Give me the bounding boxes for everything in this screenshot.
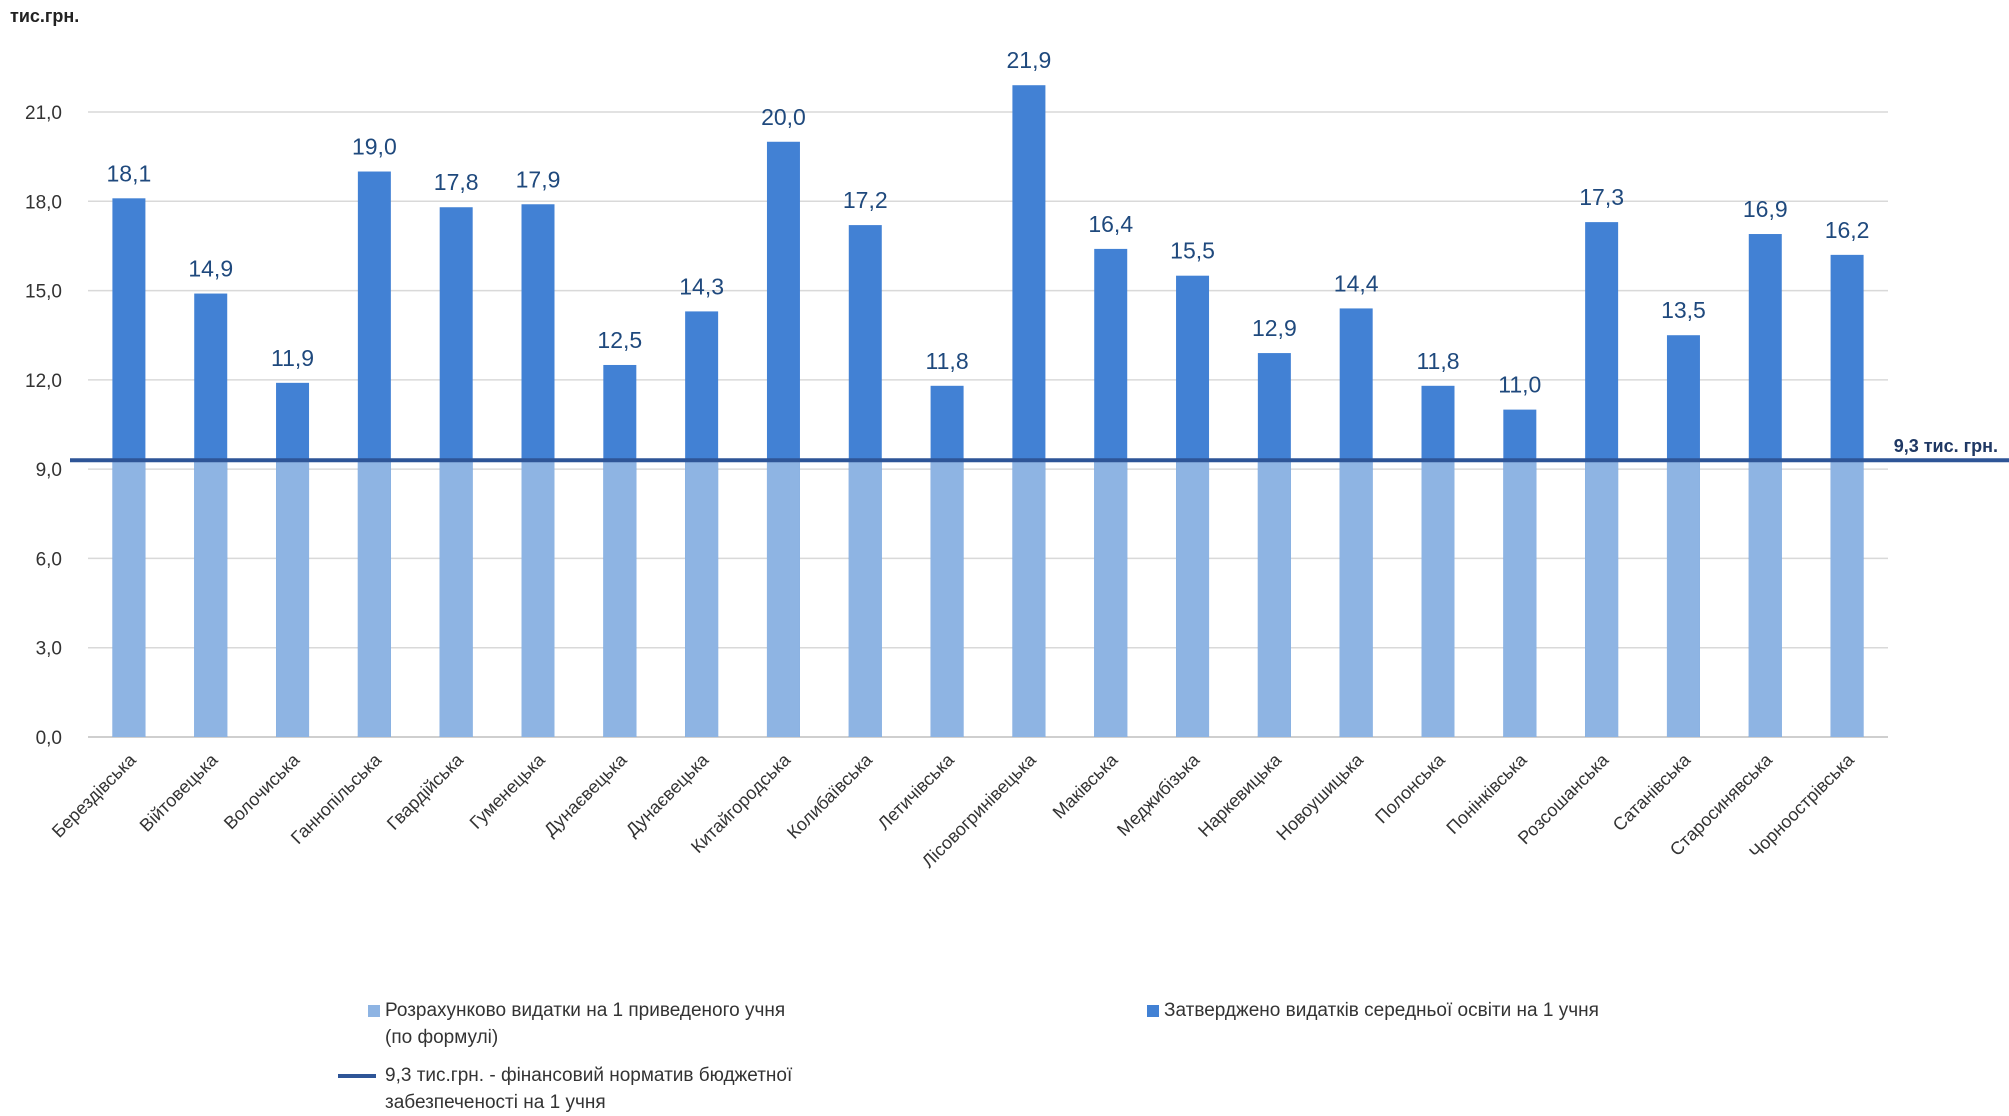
x-category-label: Дунаєвецька [622,749,713,840]
legend-item-approved: Затверджено видатків середньої освіти на… [1164,997,1599,1024]
bar-formula [439,460,473,737]
data-label: 11,8 [926,348,969,374]
data-label: 11,9 [271,345,314,371]
y-axis-ticks: 0,0 3,0 6,0 9,0 12,0 15,0 18,0 21,0 [25,103,62,749]
bar-chart: тис.грн. 0,0 3,0 6,0 9,0 12,0 15,0 18,0 21,0 18… [10,6,2009,872]
bar-formula [1503,460,1537,737]
bar-formula [930,460,964,737]
x-category-label: Дунаєвецька [540,749,631,840]
x-category-label: Гуменецька [466,749,550,833]
bar-formula [848,460,882,737]
bar-formula [521,460,555,737]
data-label: 14,9 [188,256,233,282]
x-category-label: Сатанівська [1609,749,1695,835]
bar-formula [1257,460,1291,737]
bar-formula [603,460,637,737]
data-label: 17,3 [1579,184,1624,210]
legend-item-norm-line1: 9,3 тис.грн. - фінансовий норматив бюдже… [385,1065,793,1086]
data-label: 19,0 [352,134,397,160]
x-category-label: Колибаївська [783,749,877,843]
x-category-label: Війтовецька [136,749,223,836]
data-label: 12,5 [597,327,642,353]
bar-formula [194,460,228,737]
y-tick-label: 6,0 [36,549,62,570]
bars [112,85,1864,738]
bar-formula [1176,460,1210,737]
x-category-label: Маківська [1049,749,1123,823]
data-label: 20,0 [761,104,806,130]
bar-formula [357,460,391,737]
x-category-label: Новоушицька [1273,749,1368,844]
legend-item-approved-line1: Затверджено видатків середньої освіти на… [1164,1000,1599,1021]
data-label: 17,8 [434,169,479,195]
bar-formula [1830,460,1864,737]
data-label: 11,0 [1498,372,1541,398]
data-label: 13,5 [1661,297,1706,323]
x-category-label: Меджибізька [1113,749,1204,840]
data-label: 18,1 [107,160,152,186]
x-category-label: Волочиська [220,749,304,833]
bar-formula [112,460,146,737]
legend-swatch-norm-line [338,1074,376,1078]
legend-item-norm-line2: забезпеченості на 1 учня [385,1092,606,1113]
data-label: 17,2 [843,187,888,213]
y-tick-label: 15,0 [25,282,62,303]
x-category-label: Понінківська [1442,749,1531,838]
legend-item-formula: Розрахунково видатки на 1 приведеного уч… [385,997,785,1051]
bar-formula [1094,460,1128,737]
norm-line-label: 9,3 тис. грн. [1894,436,1998,456]
y-tick-label: 9,0 [36,460,62,481]
data-labels: 18,1 14,9 11,9 19,0 17,8 17,9 12,5 14,3 20,0 17,2… [107,47,1870,397]
data-label: 15,5 [1170,238,1215,264]
legend-swatch-approved [1147,1005,1159,1017]
legend-item-formula-line1: Розрахунково видатки на 1 приведеного уч… [385,1000,786,1021]
data-label: 17,9 [516,166,561,192]
data-label: 12,9 [1252,315,1297,341]
x-category-label: Полонська [1371,749,1449,827]
y-axis-unit-label: тис.грн. [10,6,79,26]
data-label: 11,8 [1416,348,1459,374]
y-tick-label: 0,0 [36,728,62,749]
x-category-label: Летичівська [874,749,959,834]
bar-formula [1421,460,1455,737]
data-label: 16,2 [1825,217,1870,243]
bar-formula [766,460,800,737]
x-category-label: Наркевицька [1194,749,1286,841]
bar-formula [1666,460,1700,737]
y-tick-label: 18,0 [25,192,62,213]
data-label: 21,9 [1007,47,1052,73]
data-label: 14,3 [679,273,724,299]
reference-line: 9,3 тис. грн. [70,436,2009,463]
y-tick-label: 21,0 [25,103,62,124]
bar-formula [685,460,719,737]
bar-formula [1585,460,1619,737]
x-category-label: Берездівська [48,749,141,842]
x-axis-category-labels: БерездівськаВійтовецькаВолочиськаГаннопі… [48,749,1859,872]
bar-formula [1748,460,1782,737]
legend-item-formula-line2: (по формулі) [385,1027,499,1048]
x-category-label: Гвардійська [383,749,468,834]
bar-formula [1012,460,1046,737]
y-tick-label: 12,0 [25,371,62,392]
bar-formula [276,460,310,737]
y-tick-label: 3,0 [36,639,62,660]
legend-swatch-formula [368,1005,380,1017]
data-label: 16,4 [1088,211,1133,237]
data-label: 16,9 [1743,196,1788,222]
data-label: 14,4 [1334,270,1379,296]
bar-formula [1339,460,1373,737]
